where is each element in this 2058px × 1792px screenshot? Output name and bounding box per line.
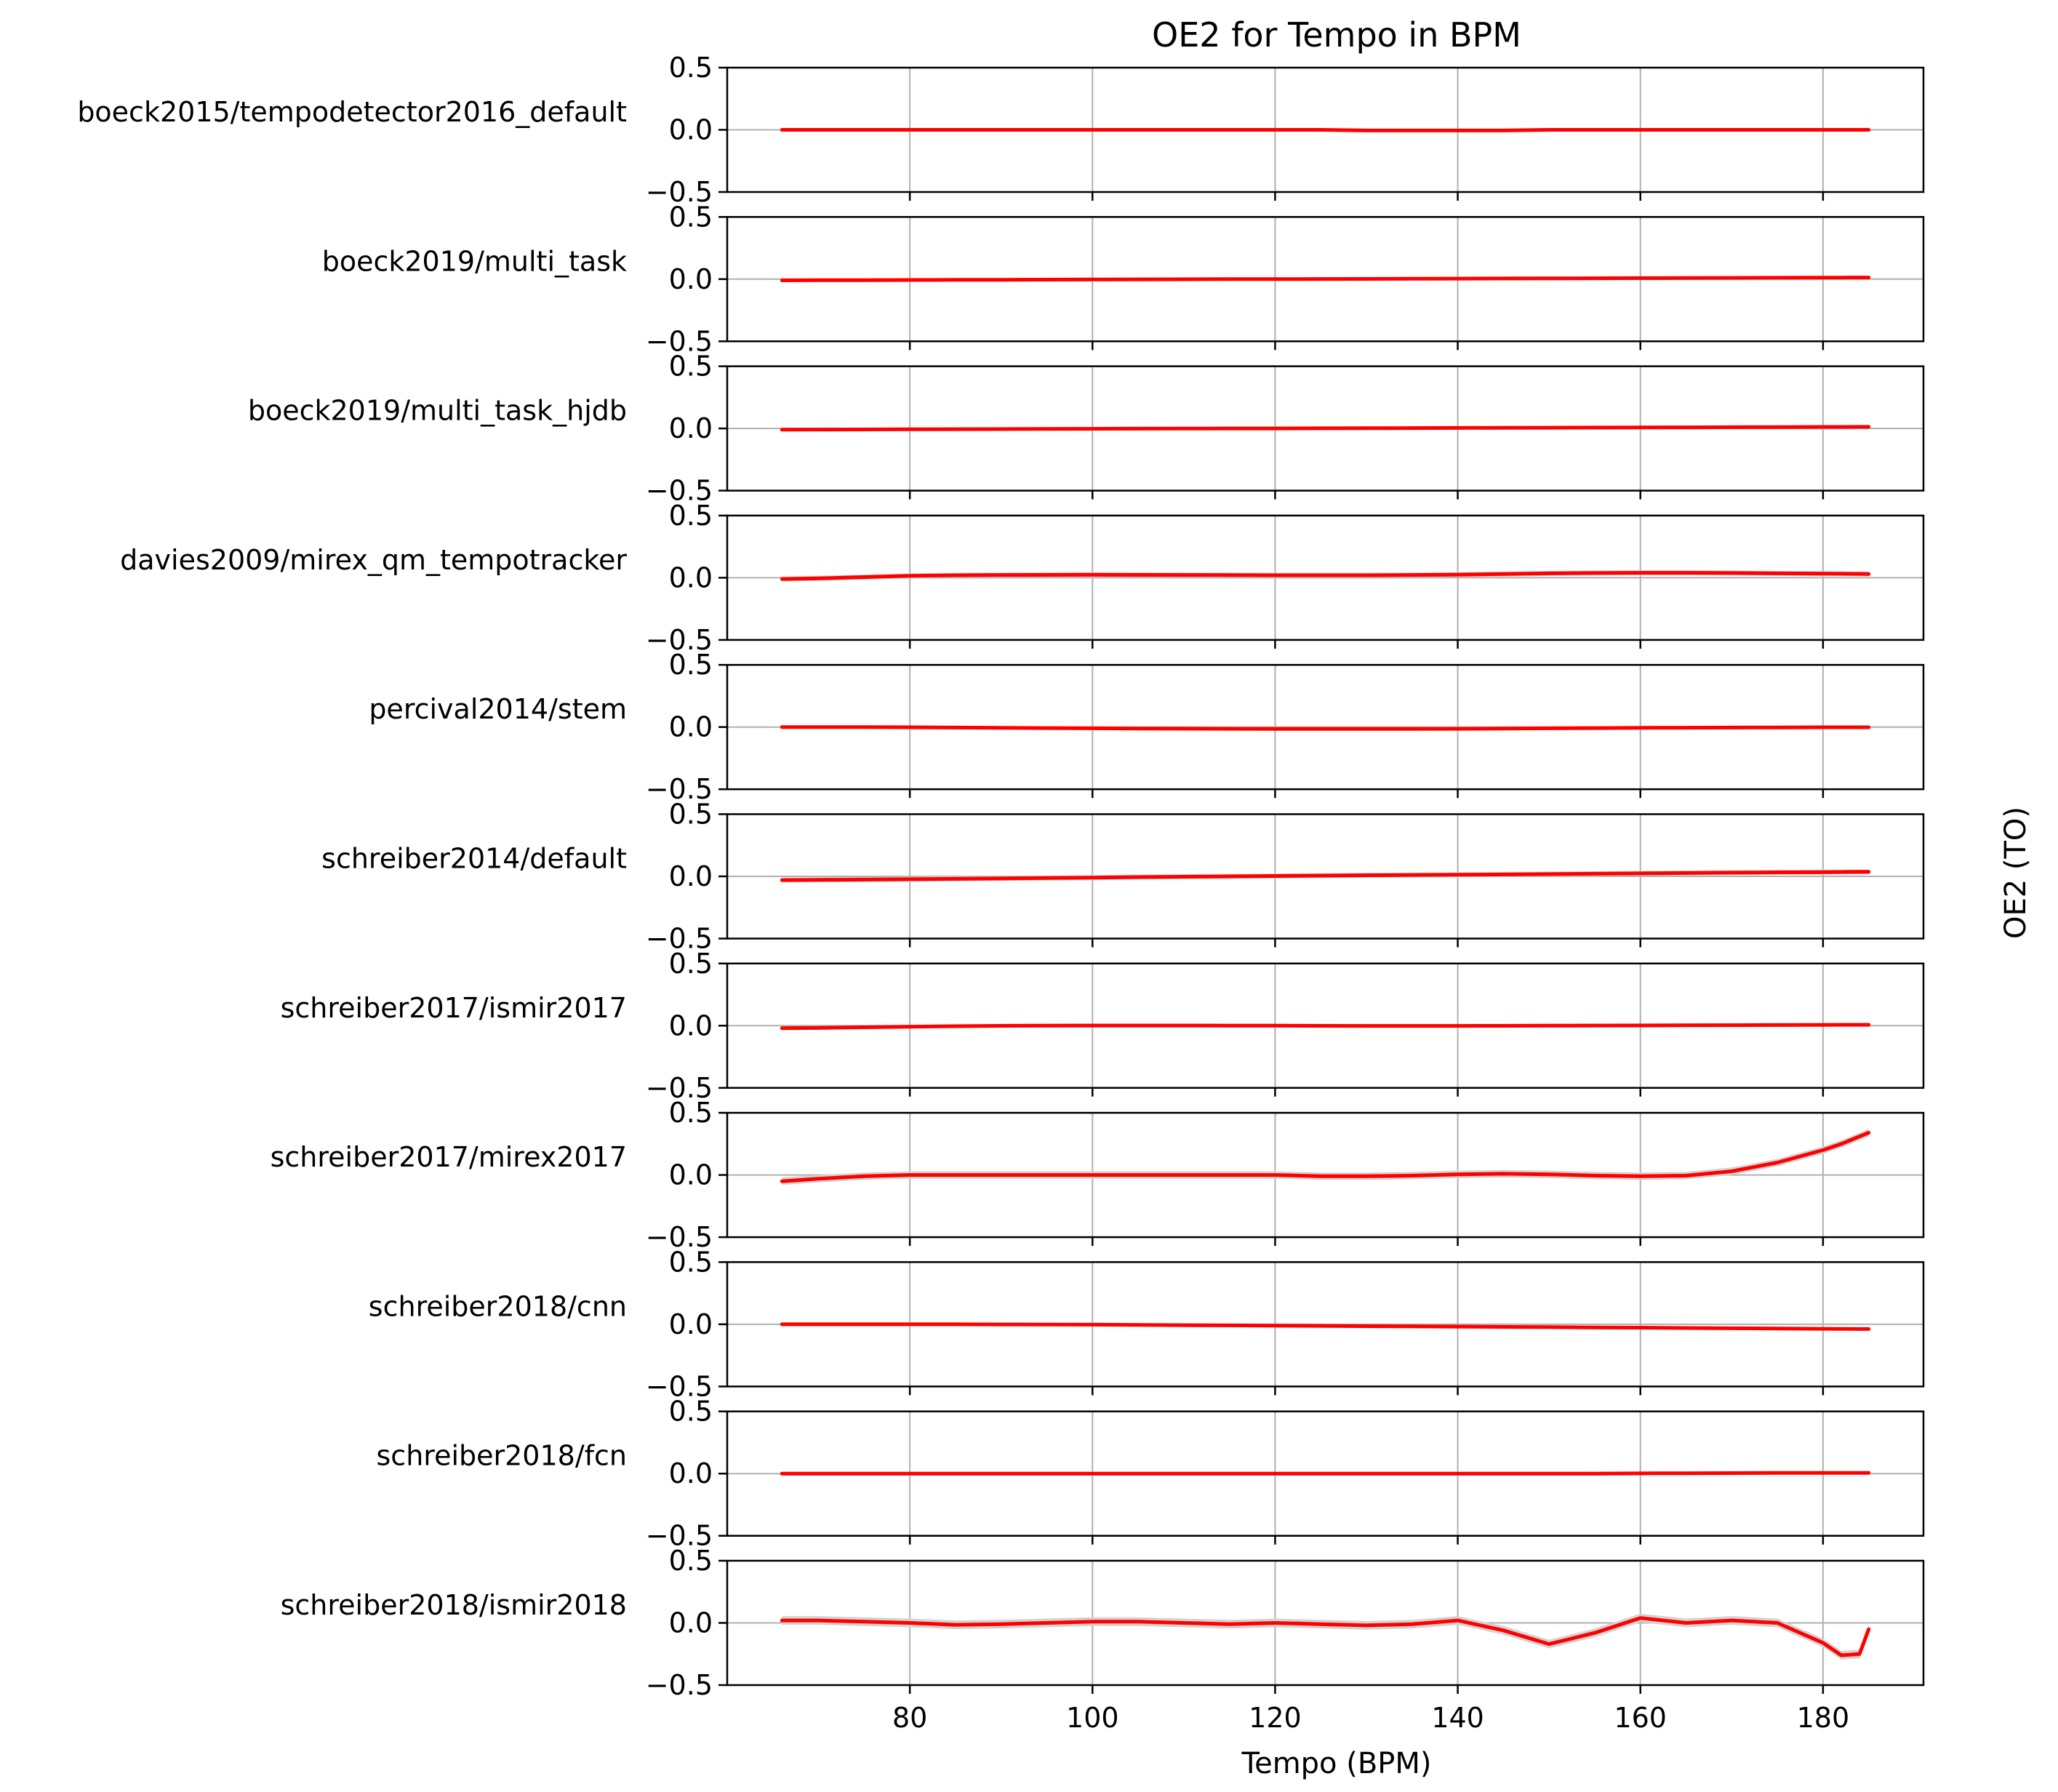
- y-tick-label: 0.5: [669, 201, 713, 233]
- y-tick-label: 0.0: [669, 860, 713, 892]
- y-tick-label: 0.5: [669, 52, 713, 84]
- y-tick-label: −0.5: [646, 176, 713, 208]
- series-label: boeck2019/multi_task_hjdb: [248, 395, 627, 427]
- series-line: [780, 1616, 1871, 1657]
- x-tick-label: 100: [1066, 1702, 1119, 1734]
- series-line: [780, 1023, 1871, 1031]
- y-tick-label: 0.0: [669, 561, 713, 593]
- y-tick-label: −0.5: [646, 325, 713, 357]
- series-line: [780, 276, 1871, 282]
- panel-0: −0.5 0.0 0.5 boeck2015/tempodetector2016_de…: [77, 52, 1925, 208]
- y-tick-label: 0.5: [669, 351, 713, 383]
- x-tick-label: 160: [1614, 1702, 1667, 1734]
- y-axis-label: OE2 (TO): [1999, 807, 2033, 939]
- y-tick-label: 0.0: [669, 1159, 713, 1191]
- y-tick-label: 0.0: [669, 412, 713, 444]
- panel-9: −0.5 0.0 0.5 schreiber2018/fcn: [377, 1396, 1925, 1552]
- y-tick-label: −0.5: [646, 1669, 713, 1701]
- y-tick-label: 0.0: [669, 1009, 713, 1041]
- chart-title: OE2 for Tempo in BPM: [1152, 15, 1521, 55]
- x-tick-label: 80: [892, 1702, 927, 1734]
- y-tick-label: 0.5: [669, 799, 713, 831]
- panel-8: −0.5 0.0 0.5 schreiber2018/cnn: [369, 1246, 1925, 1402]
- panel-10: −0.5 0.0 0.5 schreiber2018/ismir2018: [281, 1545, 1925, 1701]
- panel-6: −0.5 0.0 0.5 schreiber2017/ismir2017: [281, 948, 1925, 1104]
- y-tick-label: 0.5: [669, 1097, 713, 1129]
- series-line: [780, 1322, 1871, 1331]
- series-label: schreiber2014/default: [321, 843, 627, 875]
- panel-3: −0.5 0.0 0.5 davies2009/mirex_qm_tempotrack…: [120, 500, 1925, 656]
- series-label: schreiber2018/ismir2018: [281, 1589, 627, 1621]
- series-line: [780, 1131, 1871, 1183]
- x-tick-label: 140: [1431, 1702, 1484, 1734]
- y-tick-label: −0.5: [646, 1370, 713, 1402]
- series-line: [780, 128, 1871, 132]
- y-tick-label: 0.0: [669, 1607, 713, 1639]
- y-tick-label: 0.5: [669, 1396, 713, 1428]
- x-tick-label: 120: [1249, 1702, 1302, 1734]
- y-tick-label: 0.5: [669, 1246, 713, 1278]
- series-line: [780, 425, 1871, 432]
- panels: −0.5 0.0 0.5 boeck2015/tempodetector2016_de…: [77, 52, 1925, 1701]
- panel-7: −0.5 0.0 0.5 schreiber2017/mirex2017: [271, 1097, 1925, 1253]
- y-tick-label: 0.0: [669, 263, 713, 295]
- y-tick-label: −0.5: [646, 475, 713, 507]
- y-tick-label: −0.5: [646, 923, 713, 955]
- series-label: schreiber2017/ismir2017: [281, 992, 627, 1024]
- confidence-band: [782, 1129, 1869, 1185]
- y-tick-label: 0.0: [669, 114, 713, 146]
- panel-5: −0.5 0.0 0.5 schreiber2014/default: [321, 799, 1925, 955]
- y-tick-label: −0.5: [646, 1520, 713, 1552]
- y-tick-label: 0.0: [669, 1308, 713, 1340]
- panel-1: −0.5 0.0 0.5 boeck2019/multi_task: [322, 201, 1925, 357]
- y-tick-label: 0.5: [669, 948, 713, 980]
- panel-2: −0.5 0.0 0.5 boeck2019/multi_task_hjdb: [248, 351, 1925, 507]
- series-label: schreiber2017/mirex2017: [271, 1141, 627, 1173]
- y-tick-label: 0.0: [669, 1457, 713, 1489]
- series-label: davies2009/mirex_qm_tempotracker: [120, 544, 627, 576]
- x-axis: 80 100 120 140 160 180: [892, 1702, 1849, 1734]
- series-line: [780, 725, 1871, 731]
- x-tick-label: 180: [1797, 1702, 1850, 1734]
- y-tick-label: 0.0: [669, 711, 713, 743]
- y-tick-label: −0.5: [646, 624, 713, 656]
- series-label: percival2014/stem: [369, 693, 627, 725]
- series-label: boeck2019/multi_task: [322, 245, 627, 277]
- y-tick-label: 0.5: [669, 1545, 713, 1577]
- panel-4: −0.5 0.0 0.5 percival2014/stem: [369, 649, 1925, 805]
- y-tick-label: 0.5: [669, 649, 713, 681]
- series-label: schreiber2018/cnn: [369, 1290, 627, 1322]
- confidence-band: [782, 1613, 1869, 1660]
- series-line: [780, 571, 1871, 581]
- series-line: [780, 870, 1871, 882]
- y-tick-label: 0.5: [669, 500, 713, 532]
- y-tick-label: −0.5: [646, 1072, 713, 1104]
- series-label: boeck2015/tempodetector2016_default: [77, 96, 627, 128]
- y-tick-label: −0.5: [646, 1221, 713, 1253]
- x-axis-label: Tempo (BPM): [1241, 1747, 1431, 1780]
- y-tick-label: −0.5: [646, 773, 713, 805]
- series-label: schreiber2018/fcn: [377, 1440, 628, 1472]
